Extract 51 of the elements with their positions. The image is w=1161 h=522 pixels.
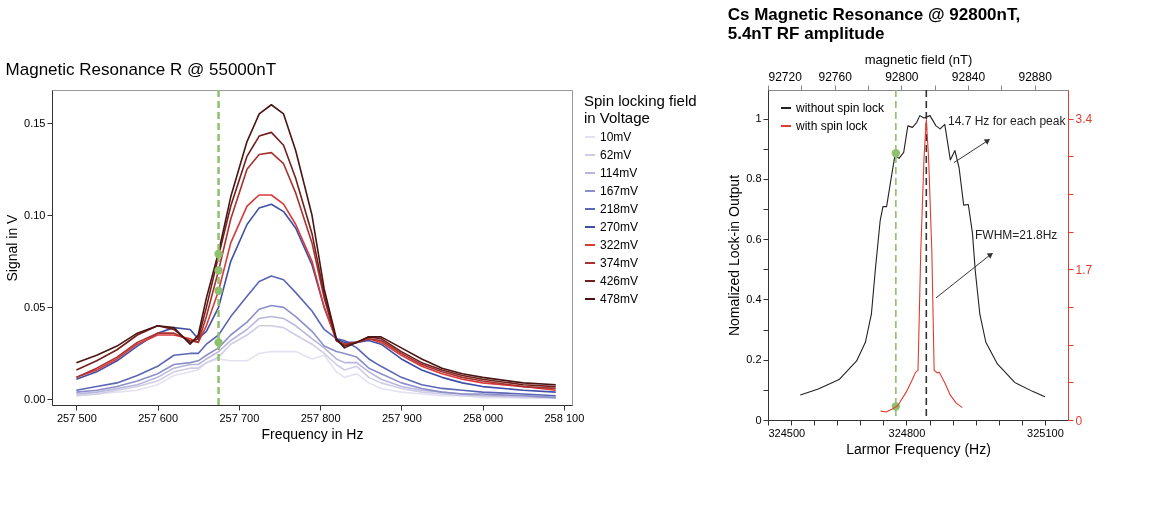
x2-axis-title: magnetic field (nT): [864, 51, 973, 67]
chart-title: Cs Magnetic Resonance @ 92800nT, 5.4nT RF amplitude: [727, 5, 1021, 43]
line-series: [75, 275, 557, 397]
y2-tick-label: 0: [1075, 413, 1083, 428]
x-tick-label: 258 100: [544, 411, 585, 424]
x-tick-label: 257 700: [219, 411, 260, 424]
y2-tick-label: 1.7: [1075, 262, 1093, 277]
x-tick-label: 324800: [888, 426, 926, 439]
legend-label: 10mV: [600, 130, 632, 144]
legend-label: 374mV: [600, 256, 639, 270]
legend-label: 167mV: [600, 184, 639, 198]
legend-label: 218mV: [600, 202, 639, 216]
y-tick-label: 1: [755, 112, 762, 125]
x-tick-label: 257 600: [138, 411, 179, 424]
x-tick-label: 257 900: [381, 411, 422, 424]
legend-label: 478mV: [600, 292, 639, 306]
chart-title: Magnetic Resonance R @ 55000nT: [5, 59, 277, 79]
x-tick-label: 257 500: [56, 411, 97, 424]
y-axis-title: Nomalized Lock-in Output: [726, 174, 743, 337]
annotation: FWHM=21.8Hz: [975, 228, 1058, 243]
x2-tick-label: 92880: [1018, 69, 1053, 84]
y-axis-title: Signal in V: [4, 213, 21, 282]
legend-label: without spin lock: [795, 101, 886, 115]
legend-label: 62mV: [600, 148, 632, 162]
y-tick-label: 0.00: [24, 392, 46, 405]
x-tick-label: 325100: [1027, 426, 1064, 439]
annotation: 14.7 Hz for each peak: [948, 114, 1067, 129]
legend-label: 114mV: [600, 166, 638, 180]
y-tick-label: 0: [755, 413, 762, 426]
x2-tick-label: 92800: [885, 69, 919, 84]
y-tick-label: 0.10: [24, 208, 46, 221]
x-axis-title: Larmor Frequency (Hz): [846, 440, 991, 457]
y-tick-label: 0.05: [24, 300, 46, 313]
legend-title: Spin locking field in Voltage: [584, 92, 697, 126]
legend-label: 270mV: [600, 220, 639, 234]
y-tick-label: 0.2: [746, 353, 762, 366]
legend-label: 426mV: [600, 274, 639, 288]
y-tick-label: 0.6: [746, 232, 762, 245]
y2-tick-label: 3.4: [1075, 112, 1093, 127]
y-tick-label: 0.15: [24, 116, 46, 129]
x-tick-label: 324500: [768, 426, 806, 439]
legend-label: with spin lock: [795, 119, 869, 133]
x-tick-label: 258 000: [463, 411, 504, 424]
x-tick-label: 257 800: [300, 411, 341, 424]
x2-tick-label: 92840: [951, 69, 986, 84]
x-axis-title: Frequency in Hz: [261, 425, 364, 442]
x2-tick-label: 92720: [768, 69, 803, 84]
y-tick-label: 0.4: [746, 292, 762, 305]
x2-tick-label: 92760: [818, 69, 853, 84]
legend-label: 322mV: [600, 238, 639, 252]
y-tick-label: 0.8: [746, 172, 762, 185]
